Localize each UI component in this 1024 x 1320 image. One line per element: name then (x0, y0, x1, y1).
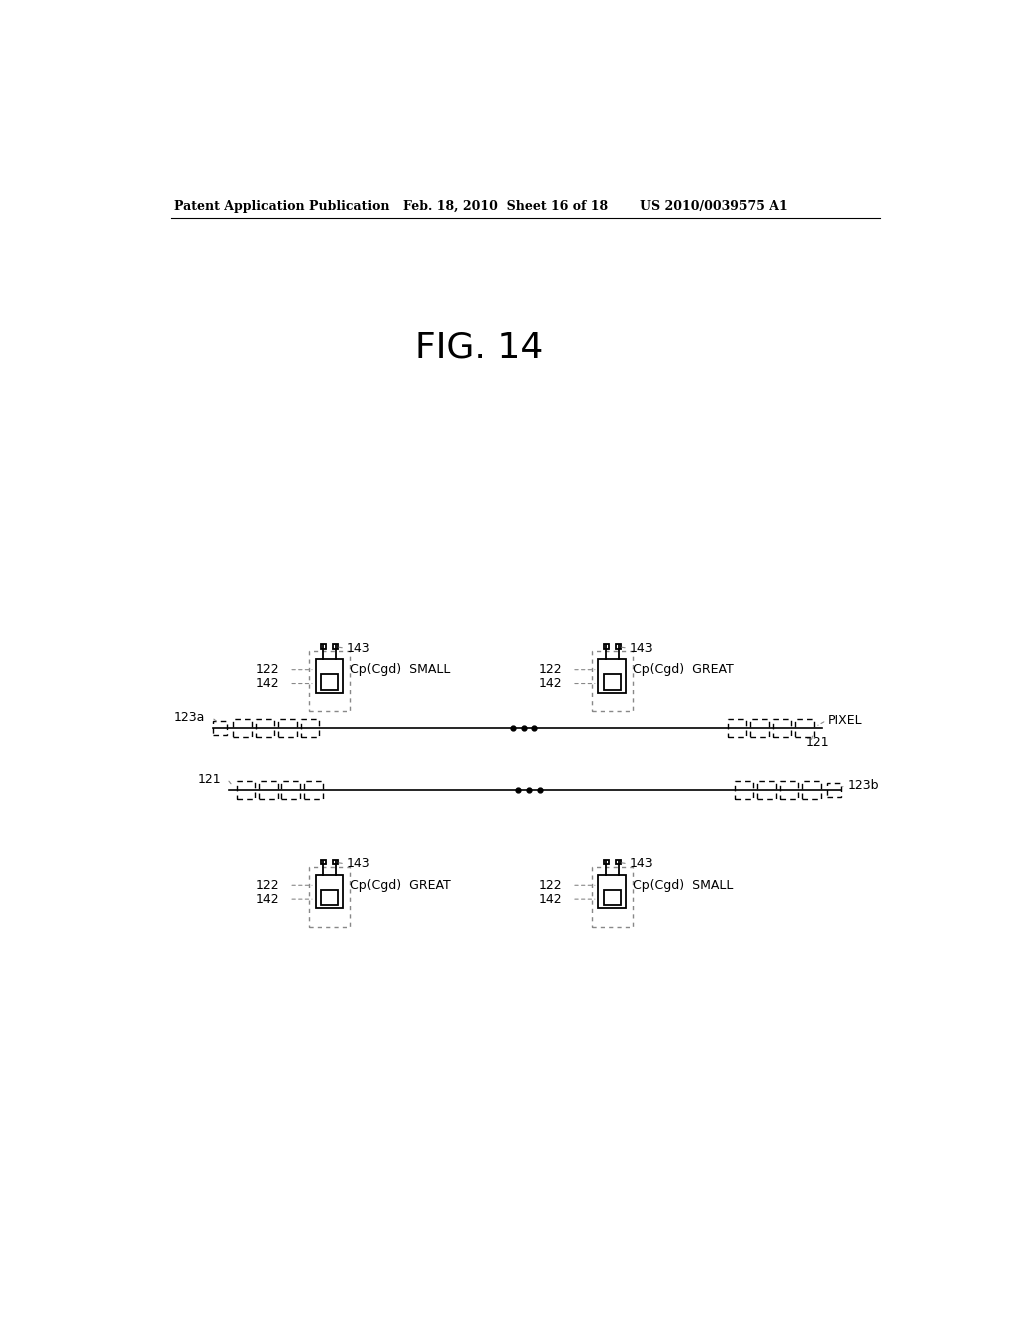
Bar (233, 719, 252, 738)
Text: Cp(Cgd)  SMALL: Cp(Cgd) SMALL (633, 879, 733, 892)
Bar (773, 719, 792, 738)
Bar (598, 875, 627, 908)
Bar (321, 644, 326, 649)
Text: Cp(Cgd)  GREAT: Cp(Cgd) GREAT (633, 663, 733, 676)
Text: 123a: 123a (174, 711, 206, 723)
Bar (321, 675, 338, 689)
Bar (334, 644, 338, 649)
Bar (309, 867, 349, 927)
Text: 142: 142 (256, 677, 280, 690)
Bar (616, 859, 621, 865)
Text: Cp(Cgd)  GREAT: Cp(Cgd) GREAT (349, 879, 451, 892)
Text: 143: 143 (346, 857, 370, 870)
Bar (259, 780, 278, 799)
Text: 122: 122 (539, 879, 562, 892)
Text: 123b: 123b (847, 779, 879, 792)
Bar (237, 780, 255, 799)
Bar (334, 859, 338, 865)
Bar (604, 644, 608, 649)
Bar (256, 719, 274, 738)
Bar (309, 651, 349, 711)
Text: Cp(Cgd)  SMALL: Cp(Cgd) SMALL (349, 663, 450, 676)
Text: 142: 142 (539, 677, 562, 690)
Bar (728, 719, 746, 738)
Text: FIG. 14: FIG. 14 (415, 330, 543, 364)
Text: 121: 121 (198, 772, 221, 785)
Text: 142: 142 (256, 892, 280, 906)
Bar (598, 659, 627, 693)
Bar (735, 780, 754, 799)
Text: 142: 142 (539, 892, 562, 906)
Text: 121: 121 (806, 735, 829, 748)
Bar (604, 890, 621, 906)
Text: PIXEL: PIXEL (827, 714, 862, 727)
Bar (758, 780, 776, 799)
Bar (604, 675, 621, 689)
Bar (321, 890, 338, 906)
Text: 143: 143 (630, 642, 653, 655)
Bar (592, 867, 633, 927)
Bar (282, 780, 300, 799)
Bar (796, 719, 814, 738)
Bar (213, 721, 227, 735)
Bar (321, 859, 326, 865)
Bar (779, 780, 799, 799)
Text: 143: 143 (346, 642, 370, 655)
Bar (279, 719, 297, 738)
Bar (301, 719, 319, 738)
Bar (592, 651, 633, 711)
Bar (604, 859, 608, 865)
Text: 122: 122 (256, 663, 280, 676)
Text: Feb. 18, 2010  Sheet 16 of 18: Feb. 18, 2010 Sheet 16 of 18 (403, 199, 608, 213)
Text: US 2010/0039575 A1: US 2010/0039575 A1 (640, 199, 787, 213)
Text: 122: 122 (539, 663, 562, 676)
Bar (304, 780, 323, 799)
Bar (315, 875, 343, 908)
Text: 143: 143 (630, 857, 653, 870)
Text: 122: 122 (256, 879, 280, 892)
Bar (616, 644, 621, 649)
Bar (751, 719, 769, 738)
Text: Patent Application Publication: Patent Application Publication (174, 199, 390, 213)
Bar (827, 783, 841, 797)
Bar (315, 659, 343, 693)
Bar (802, 780, 821, 799)
